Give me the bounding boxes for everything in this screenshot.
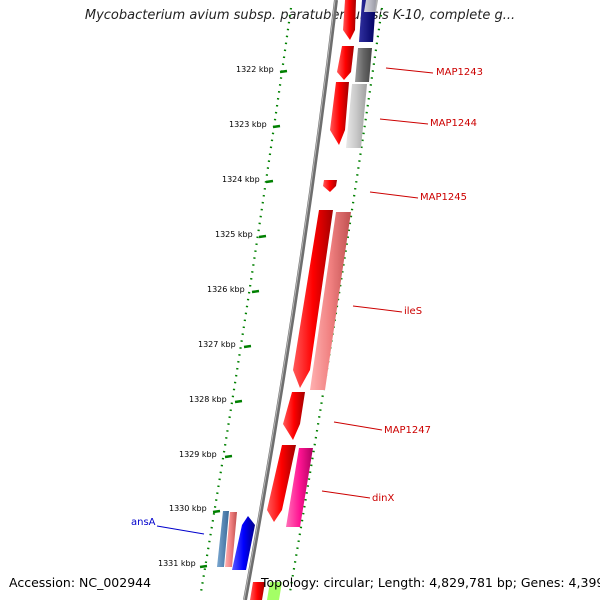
- tick-mark: [243, 344, 252, 349]
- gene-iles-similarity[interactable]: [310, 212, 351, 390]
- tick-label: 1325 kbp: [215, 230, 253, 239]
- tick-ring-dotted-outer: [199, 7, 293, 593]
- gene-label-map1247[interactable]: MAP1247: [384, 425, 431, 436]
- gene-feature-bottom-red[interactable]: [250, 582, 265, 600]
- tick-mark: [258, 234, 267, 239]
- tick-mark: [234, 399, 243, 404]
- tick-mark: [212, 509, 221, 514]
- tick-label: 1323 kbp: [229, 120, 267, 129]
- gene-map1244-arrow[interactable]: [330, 82, 349, 145]
- gene-ansa-blue-arrow[interactable]: [232, 516, 255, 570]
- tick-mark: [251, 289, 260, 294]
- gene-map1245-arrow[interactable]: [323, 180, 337, 192]
- genome-backbone: [243, 0, 338, 600]
- gene-feature-top-lightgray[interactable]: [364, 0, 378, 12]
- gene-label-dinx[interactable]: dinX: [372, 493, 395, 504]
- tick-label: 1328 kbp: [189, 395, 227, 404]
- gene-map1247-arrow[interactable]: [283, 392, 305, 440]
- gene-ansa-pink[interactable]: [225, 512, 237, 567]
- leader-line-ansa: [156, 525, 205, 535]
- tick-mark: [279, 69, 288, 74]
- tick-label: 1326 kbp: [207, 285, 245, 294]
- tick-mark: [199, 564, 208, 569]
- genome-summary-text: Topology: circular; Length: 4,829,781 bp…: [261, 575, 600, 590]
- gene-dinx-arrow[interactable]: [267, 445, 296, 522]
- leader-line-iles: [352, 305, 403, 313]
- gene-label-map1245[interactable]: MAP1245: [420, 192, 467, 203]
- gene-label-map1243[interactable]: MAP1243: [436, 67, 483, 78]
- tick-label: 1322 kbp: [236, 65, 274, 74]
- tick-label: 1329 kbp: [179, 450, 217, 459]
- gene-label-iles[interactable]: ileS: [404, 306, 423, 317]
- tick-mark: [272, 124, 281, 129]
- gene-map1243-arrow[interactable]: [337, 46, 354, 80]
- tick-label: 1327 kbp: [198, 340, 236, 349]
- map-title: Mycobacterium avium subsp. paratuberculo…: [84, 8, 516, 23]
- gene-ansa-steel[interactable]: [217, 511, 229, 567]
- tick-mark: [265, 179, 274, 184]
- gene-map1244-similarity[interactable]: [346, 84, 367, 148]
- genome-backbone-highlight: [243, 0, 336, 600]
- leader-line-dinx: [321, 490, 371, 499]
- gene-feature-bottom-green[interactable]: [267, 582, 282, 600]
- accession-text: Accession: NC_002944: [9, 575, 152, 590]
- gene-label-ansa[interactable]: ansA: [131, 517, 156, 528]
- tick-label: 1330 kbp: [169, 504, 207, 513]
- tick-label: 1324 kbp: [222, 175, 260, 184]
- gene-dinx-similarity[interactable]: [286, 448, 313, 527]
- gene-iles-arrow[interactable]: [293, 210, 333, 388]
- kbp-tick-marks: [199, 69, 288, 569]
- gene-label-map1244[interactable]: MAP1244: [430, 118, 477, 129]
- gene-feature-top-red[interactable]: [343, 0, 356, 40]
- tick-label: 1331 kbp: [158, 559, 196, 568]
- leader-line-map1247: [333, 421, 383, 431]
- leader-line-map1245: [369, 191, 419, 199]
- gene-map1243-similarity[interactable]: [355, 48, 372, 82]
- leader-line-map1244: [379, 118, 429, 125]
- leader-line-map1243: [385, 67, 434, 74]
- tick-mark: [224, 454, 233, 459]
